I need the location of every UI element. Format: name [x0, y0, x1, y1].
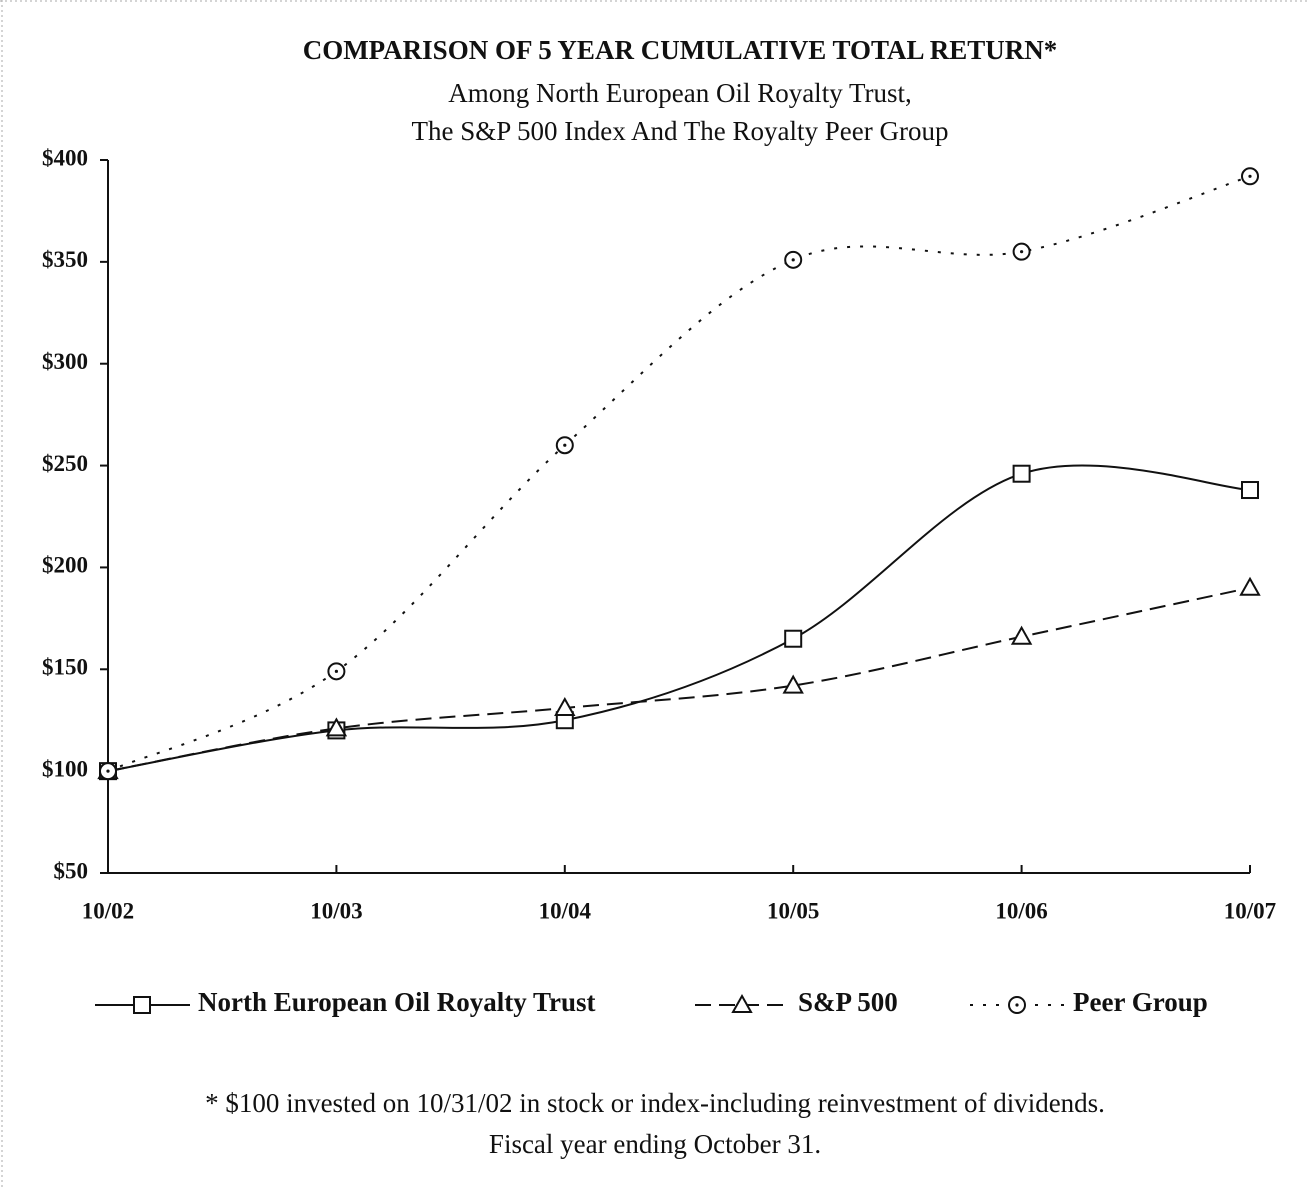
marker [731, 993, 753, 1013]
x-tick-label: 10/07 [1224, 898, 1276, 923]
y-tick-label: $150 [42, 655, 88, 680]
marker [1012, 464, 1031, 483]
chart-subtitle: Among North European Oil Royalty Trust, [448, 78, 912, 108]
marker [1010, 625, 1033, 645]
series-line [107, 175, 1251, 773]
marker [782, 674, 804, 694]
y-tick-label: $300 [42, 349, 88, 374]
x-tick-label: 10/04 [539, 898, 592, 923]
marker-dot [334, 669, 338, 673]
y-tick-label: $200 [42, 553, 88, 578]
marker [1239, 576, 1261, 596]
legend-label: S&P 500 [798, 987, 898, 1017]
x-tick-label: 10/03 [310, 898, 362, 923]
y-tick-label: $100 [42, 756, 88, 781]
x-tick-label: 10/05 [767, 898, 819, 923]
marker-dot [106, 769, 110, 773]
footnote: * $100 invested on 10/31/02 in stock or … [205, 1088, 1105, 1118]
marker-dot [1015, 1003, 1019, 1007]
y-tick-label: $350 [42, 247, 88, 272]
y-tick-label: $250 [42, 451, 88, 476]
legend-label: North European Oil Royalty Trust [198, 987, 596, 1017]
marker [1241, 481, 1259, 500]
x-tick-label: 10/06 [995, 898, 1047, 923]
chart-title: COMPARISON OF 5 YEAR CUMULATIVE TOTAL RE… [303, 35, 1058, 65]
chart-subtitle: The S&P 500 Index And The Royalty Peer G… [412, 116, 949, 146]
marker-dot [791, 258, 795, 262]
marker [325, 717, 348, 737]
marker [784, 629, 803, 648]
footnote: Fiscal year ending October 31. [489, 1129, 821, 1159]
marker-dot [1248, 174, 1252, 178]
series-line [107, 464, 1251, 773]
marker [554, 696, 576, 716]
y-tick-label: $50 [54, 858, 89, 883]
marker-dot [1020, 250, 1024, 254]
series-line [107, 586, 1251, 773]
y-tick-label: $400 [42, 145, 88, 170]
marker-dot [563, 443, 567, 447]
x-tick-label: 10/02 [82, 898, 134, 923]
legend-label: Peer Group [1073, 987, 1208, 1017]
marker [133, 996, 151, 1014]
